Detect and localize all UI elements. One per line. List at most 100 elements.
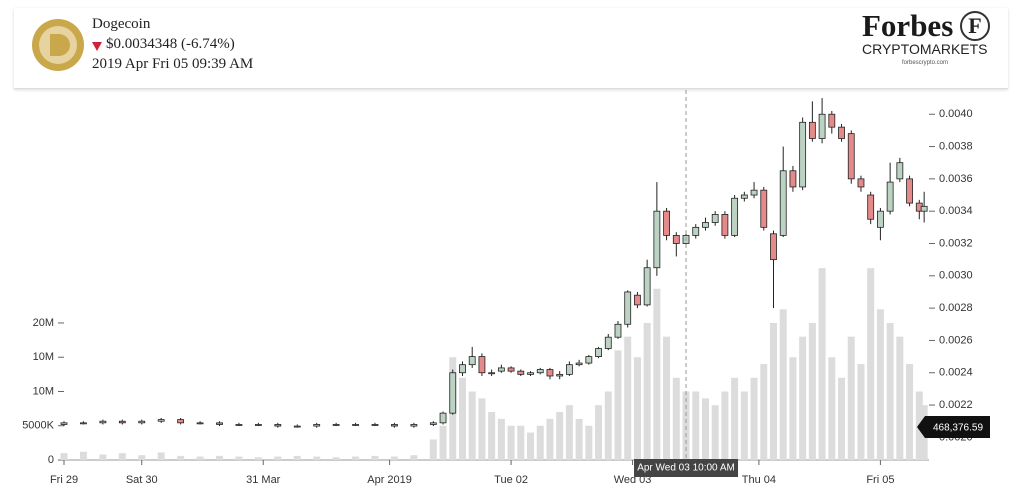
volume-bar bbox=[332, 457, 340, 460]
candle-body bbox=[770, 233, 777, 261]
volume-bar bbox=[507, 425, 515, 460]
candle-body bbox=[410, 424, 418, 427]
volume-bar bbox=[439, 425, 447, 460]
volume-bar bbox=[99, 454, 107, 460]
volume-bar bbox=[731, 377, 739, 460]
volume-bar bbox=[274, 456, 282, 460]
candle-body bbox=[828, 113, 836, 128]
volume-bar bbox=[458, 377, 466, 460]
volume-bar bbox=[468, 391, 476, 460]
volume-bar bbox=[536, 425, 544, 460]
volume-bar bbox=[556, 412, 564, 460]
volume-tick-label: 5000K bbox=[22, 420, 54, 432]
candle-body bbox=[789, 170, 797, 188]
candle-body bbox=[692, 226, 700, 236]
candle-body bbox=[886, 181, 894, 212]
volume-tick-label: 10M bbox=[33, 351, 54, 363]
candle-body bbox=[779, 170, 787, 236]
volume-bar bbox=[838, 377, 846, 460]
volume-tag-bg bbox=[917, 416, 990, 438]
y-tick-label: 0.0036 bbox=[939, 173, 973, 185]
volume-bar bbox=[60, 453, 68, 460]
volume-bar bbox=[410, 455, 418, 460]
volume-bar bbox=[876, 309, 884, 460]
candle-body bbox=[624, 291, 632, 325]
x-tick-label: 31 Mar bbox=[246, 474, 281, 486]
volume-bar bbox=[624, 336, 632, 460]
volume-bar bbox=[527, 432, 535, 460]
candle-body bbox=[332, 424, 340, 426]
volume-bar bbox=[906, 364, 914, 460]
coin-logo bbox=[32, 19, 84, 71]
brand-badge: F bbox=[960, 11, 990, 41]
y-tick-label: 0.0024 bbox=[939, 367, 973, 379]
volume-bar bbox=[643, 322, 651, 460]
candle-body bbox=[177, 419, 185, 424]
volume-bar bbox=[254, 457, 262, 460]
candle-body bbox=[497, 367, 505, 372]
volume-bar bbox=[721, 391, 729, 460]
candle-body bbox=[920, 205, 928, 212]
volume-bar bbox=[138, 455, 146, 460]
volume-bar bbox=[614, 350, 622, 460]
volume-bar bbox=[896, 336, 904, 460]
candle-body bbox=[565, 364, 573, 375]
volume-bar bbox=[216, 455, 224, 460]
volume-bar bbox=[488, 412, 496, 460]
candle-body bbox=[896, 162, 904, 180]
candle-body bbox=[643, 267, 651, 306]
candle-body bbox=[731, 197, 739, 236]
candle-body bbox=[352, 424, 359, 426]
candle-body bbox=[672, 235, 680, 244]
candle-body bbox=[507, 367, 515, 372]
volume-bar bbox=[633, 357, 641, 460]
volume-bar bbox=[497, 418, 505, 460]
volume-bar bbox=[692, 391, 700, 460]
volume-bar bbox=[799, 336, 807, 460]
y-tick-label: 0.0034 bbox=[939, 205, 973, 217]
volume-bar bbox=[818, 268, 826, 460]
volume-bar bbox=[595, 405, 603, 460]
candle-body bbox=[478, 356, 486, 374]
volume-bar bbox=[118, 453, 126, 460]
volume-bar bbox=[867, 268, 875, 460]
header-card: Dogecoin $0.0034348 (-6.74%) 2019 Apr Fr… bbox=[14, 8, 1008, 89]
brand-subtitle: CRYPTOMARKETS bbox=[862, 41, 988, 57]
volume-tag: 468,376.59 bbox=[933, 423, 983, 434]
coin-price: $0.0034348 (-6.74%) bbox=[106, 36, 235, 52]
volume-bar bbox=[235, 456, 243, 460]
timestamp: 2019 Apr Fri 05 09:39 AM bbox=[92, 56, 254, 72]
volume-bar bbox=[293, 455, 301, 460]
volume-bar bbox=[779, 309, 787, 460]
candle-body bbox=[818, 113, 826, 139]
candle-body bbox=[118, 420, 126, 424]
candle-body bbox=[702, 222, 709, 228]
volume-bar bbox=[546, 418, 554, 460]
candle-body bbox=[313, 424, 321, 427]
volume-bar bbox=[371, 455, 379, 460]
x-tick-label: Fri 29 bbox=[50, 474, 78, 486]
volume-bar bbox=[196, 456, 204, 460]
candle-body bbox=[235, 424, 243, 426]
down-arrow bbox=[92, 42, 102, 51]
y-tick-label: 0.0026 bbox=[939, 334, 973, 346]
volume-bar bbox=[177, 455, 185, 460]
candle-body bbox=[653, 210, 661, 269]
y-tick-label: 0.0022 bbox=[939, 399, 973, 411]
candle-body bbox=[157, 419, 165, 422]
volume-bar bbox=[740, 391, 748, 460]
crosshair-label-bg bbox=[634, 459, 739, 477]
candle-body bbox=[274, 424, 282, 427]
volume-bar bbox=[701, 398, 709, 460]
candle-body bbox=[439, 412, 447, 424]
candle-body bbox=[216, 422, 223, 425]
volume-bar bbox=[517, 425, 525, 460]
volume-bar bbox=[565, 405, 573, 460]
candle-body bbox=[614, 323, 622, 338]
candle-body bbox=[80, 422, 87, 425]
candle-body bbox=[604, 336, 612, 349]
candle-body bbox=[585, 356, 593, 364]
candle-body bbox=[60, 422, 68, 425]
candle-body bbox=[488, 372, 496, 375]
